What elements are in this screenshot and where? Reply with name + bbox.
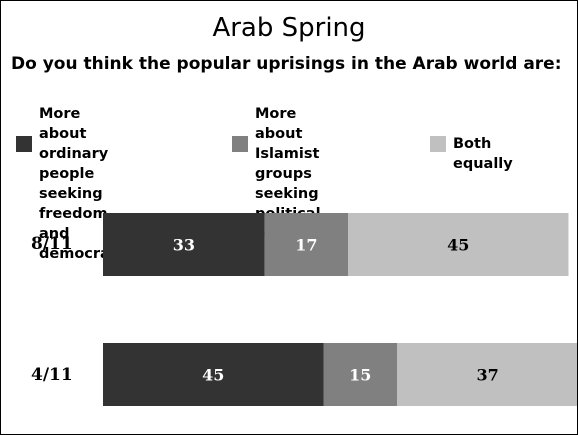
legend-label-both: Both equally <box>453 136 513 172</box>
data-label-islamist-4-11: 15 <box>349 366 371 385</box>
legend-swatch-freedom <box>16 136 32 152</box>
data-label-both-8-11: 45 <box>447 236 469 255</box>
data-label-freedom-8-11: 33 <box>173 236 195 255</box>
bar-islamist-4-11 <box>323 343 397 406</box>
legend-label-islamist: More about Islamist groups seeking polit… <box>255 106 321 242</box>
legend-swatch-islamist <box>232 136 248 152</box>
bar-both-4-11 <box>397 343 577 406</box>
chart-title: Arab Spring <box>212 13 366 43</box>
data-label-freedom-4-11: 45 <box>202 366 224 385</box>
bar-islamist-8-11 <box>264 213 348 276</box>
bar-freedom-8-11 <box>103 213 265 276</box>
legend-label-freedom: More about ordinary people seeking freed… <box>39 106 128 262</box>
data-label-islamist-8-11: 17 <box>295 236 317 255</box>
legend-swatch-both <box>430 136 446 152</box>
category-label-8-11: 8/11 <box>31 234 73 254</box>
bar-freedom-4-11 <box>103 343 324 406</box>
category-label-4-11: 4/11 <box>31 365 73 385</box>
bar-both-8-11 <box>348 213 569 276</box>
chart-subtitle: Do you think the popular uprisings in th… <box>11 54 562 74</box>
data-label-both-4-11: 37 <box>477 366 499 385</box>
